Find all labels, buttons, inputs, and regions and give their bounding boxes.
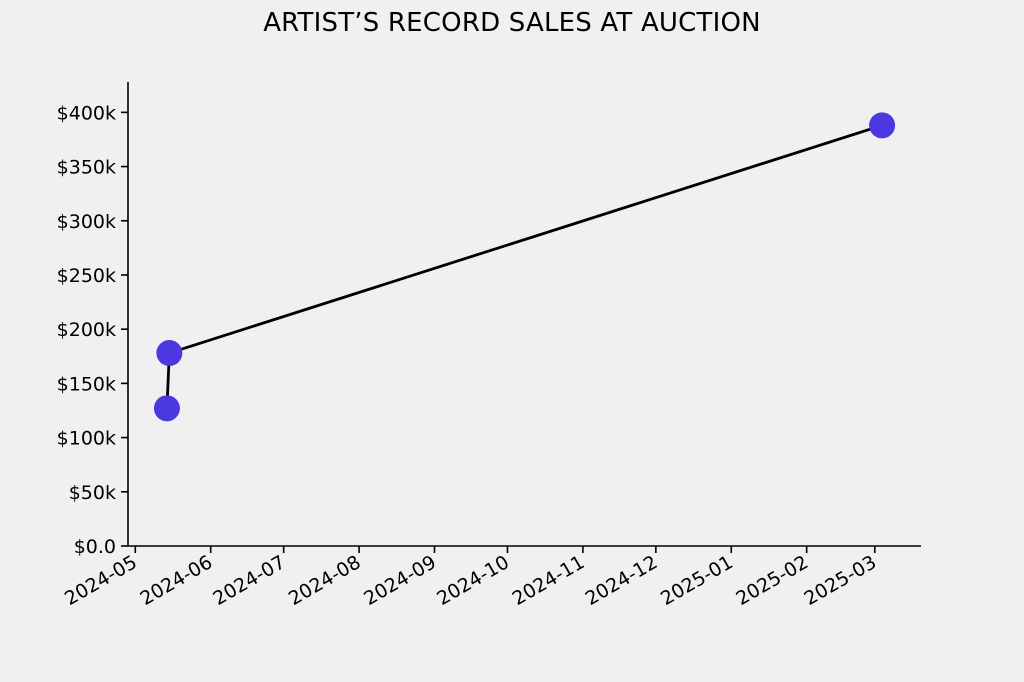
- y-tick-label: $250k: [57, 265, 116, 287]
- x-tick-label: 2024-05: [61, 551, 141, 610]
- x-tick-label: 2024-06: [136, 551, 216, 610]
- x-tick-label: 2025-02: [732, 551, 812, 610]
- chart-title: ARTIST’S RECORD SALES AT AUCTION: [263, 8, 761, 38]
- x-tick-label: 2024-11: [509, 551, 589, 610]
- y-tick-label: $150k: [57, 373, 116, 395]
- y-tick-label: $50k: [69, 482, 116, 504]
- x-tick-label: 2025-03: [801, 551, 881, 610]
- x-tick-label: 2024-09: [360, 551, 440, 610]
- x-tick-label: 2024-07: [209, 551, 289, 610]
- x-tick-label: 2024-12: [582, 551, 662, 610]
- x-axis-ticks: 2024-052024-062024-072024-082024-092024-…: [61, 546, 880, 610]
- y-tick-label: $100k: [57, 428, 116, 450]
- x-tick-label: 2024-08: [285, 551, 365, 610]
- y-tick-label: $300k: [57, 211, 116, 233]
- series-layer: [153, 112, 896, 422]
- data-point: [156, 340, 183, 367]
- data-point: [153, 395, 180, 422]
- data-point: [869, 112, 896, 139]
- y-tick-label: $200k: [57, 319, 116, 341]
- y-tick-label: $350k: [57, 157, 116, 179]
- y-axis-ticks: $0.0 $50k $100k $150k $200k $250k $300k $350k $4…: [57, 102, 128, 558]
- y-tick-label: $0.0: [74, 536, 116, 558]
- x-tick-label: 2025-01: [657, 551, 737, 610]
- x-tick-label: 2024-10: [433, 551, 513, 610]
- y-tick-label: $400k: [57, 102, 116, 124]
- series-line: [165, 124, 883, 409]
